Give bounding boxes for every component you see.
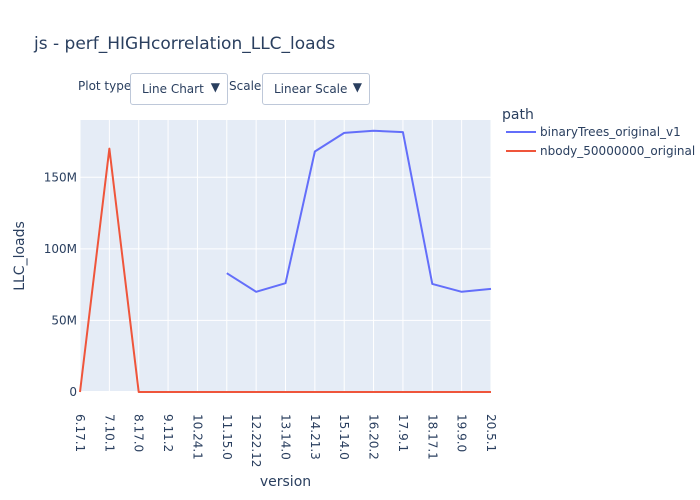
axes: 6.17.1 7.10.1 8.17.0 9.11.2 10.24.1 11.15.0 12…: [44, 170, 498, 467]
series-line-0: [226, 129, 492, 293]
plot-type-dropdown[interactable]: Line Chart ▼: [130, 73, 228, 105]
x-axis-label: version: [260, 474, 311, 490]
y-axis-label: LLC_loads: [12, 221, 28, 291]
series-line-1: [79, 147, 491, 393]
x-tick-label: 18.17.1: [425, 414, 439, 460]
chevron-down-icon: ▼: [352, 80, 362, 94]
legend-title: path: [502, 107, 534, 123]
plot-type-label: Plot type:: [78, 79, 136, 93]
x-tick-label: 17.9.1: [396, 414, 410, 452]
x-tick-label: 12.22.12: [249, 414, 263, 467]
chevron-down-icon: ▼: [210, 80, 220, 94]
y-tick-label: 150M: [44, 170, 77, 184]
legend: path binaryTrees_original_v1 nbody_500000…: [502, 107, 695, 158]
scale-dropdown[interactable]: Linear Scale ▼: [262, 73, 370, 105]
x-tick-label: 9.11.2: [161, 414, 175, 452]
x-tick-label: 13.14.0: [279, 414, 293, 460]
x-tick-label: 11.15.0: [220, 414, 234, 460]
x-tick-label: 20.5.1: [484, 414, 498, 452]
x-tick-label: 7.10.1: [102, 414, 116, 452]
x-tick-label: 6.17.1: [73, 414, 87, 452]
x-tick-label: 19.9.0: [455, 414, 469, 452]
scale-value: Linear Scale: [274, 82, 348, 96]
x-tick-label: 10.24.1: [190, 414, 204, 460]
plot-type-value: Line Chart: [142, 82, 204, 96]
x-tick-label: 15.14.0: [337, 414, 351, 460]
x-tick-label: 14.21.3: [308, 414, 322, 460]
y-tick-label: 100M: [44, 242, 77, 256]
chart-title: js - perf_HIGHcorrelation_LLC_loads: [34, 34, 336, 54]
y-tick-label: 0: [69, 385, 77, 399]
x-tick-label: 16.20.2: [367, 414, 381, 460]
series: [79, 129, 492, 393]
legend-item: binaryTrees_original_v1: [540, 125, 681, 139]
scale-label: Scale:: [229, 79, 266, 93]
x-tick-label: 8.17.0: [132, 414, 146, 452]
legend-item: nbody_50000000_original: [540, 144, 695, 158]
y-tick-label: 50M: [51, 313, 77, 327]
